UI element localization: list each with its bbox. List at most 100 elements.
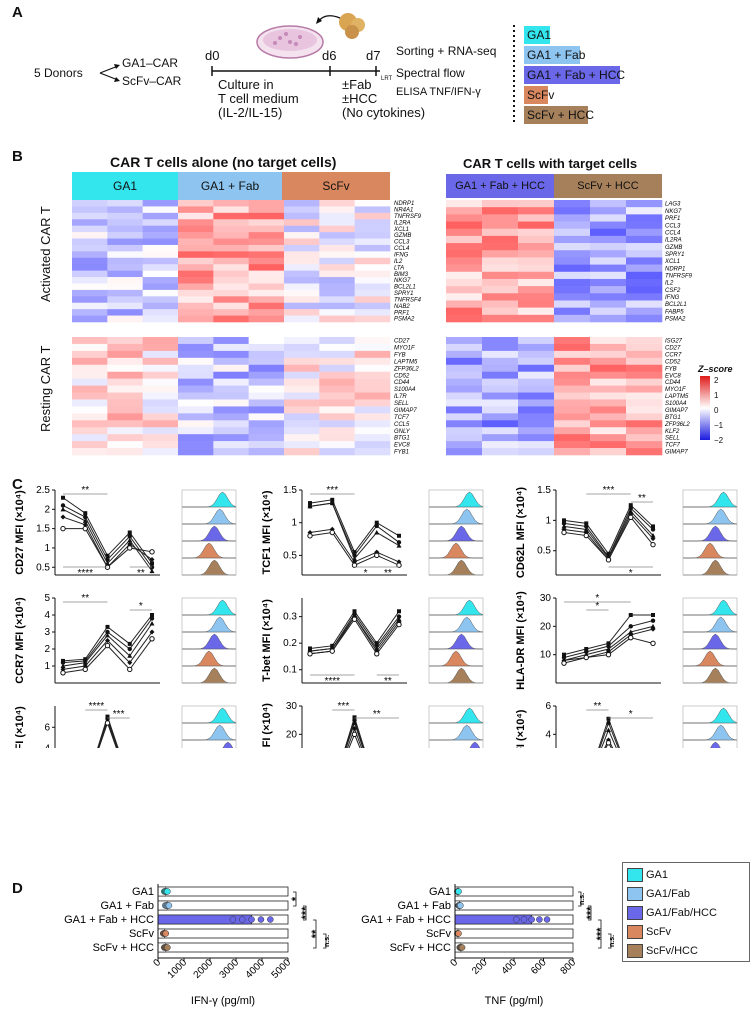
- heatmap-cell: [319, 277, 355, 284]
- heatmap-cell: [107, 357, 143, 366]
- heatmap-cell: [107, 264, 143, 271]
- heatmap-cell: [554, 314, 591, 323]
- data-point: [397, 609, 401, 614]
- x-tick-label: 3000: [218, 957, 242, 981]
- data-point: [374, 520, 379, 525]
- heatmap-cell: [213, 232, 249, 239]
- data-point: [164, 888, 171, 895]
- heatmap-cell: [178, 343, 214, 352]
- data-point: [650, 623, 656, 629]
- heatmap-cell: [554, 250, 591, 258]
- bar-outline: [454, 928, 574, 939]
- data-point: [127, 534, 132, 539]
- heatmap-cell: [590, 420, 627, 428]
- data-point: [83, 514, 88, 520]
- data-point: [561, 526, 567, 532]
- heatmap-cell: [590, 264, 627, 273]
- gene-label: EVC8: [394, 443, 410, 449]
- y-tick-label: 10: [540, 650, 552, 661]
- heatmap-cell: [284, 302, 320, 310]
- heatmap-cell: [284, 238, 320, 246]
- heatmap-cell: [626, 364, 663, 373]
- heatmap-cell: [554, 214, 591, 222]
- heatmap-cell: [626, 243, 663, 251]
- gene-label: IL2: [394, 259, 403, 265]
- zscore-ticks: 2 1 0 −1 −2: [714, 376, 724, 445]
- heatmap-cell: [354, 302, 391, 310]
- y-axis-title: T-bet MFI (×10⁴): [261, 599, 273, 682]
- data-point: [561, 521, 567, 526]
- histogram: [182, 616, 237, 633]
- heatmap-cell: [178, 350, 214, 359]
- heatmap-cell: [590, 286, 627, 294]
- data-point: [605, 557, 612, 563]
- heatmap-cell: [482, 399, 519, 407]
- heatmap-cell: [446, 207, 483, 215]
- heatmap-cell: [107, 441, 143, 449]
- gene-label: NDRP1: [394, 201, 414, 207]
- heatmap-cell: [72, 289, 108, 297]
- series-line: [309, 502, 400, 557]
- data-point: [396, 559, 402, 565]
- histogram: [429, 508, 484, 525]
- gene-label: CD52: [394, 373, 410, 379]
- row-label: GA1 + Fab + HCC: [361, 914, 451, 926]
- heatmap-cell: [72, 427, 108, 435]
- car1-label: GA1–CAR: [122, 56, 179, 70]
- heatmap-cell: [554, 264, 591, 273]
- histogram: [683, 616, 738, 633]
- heatmap-cell: [142, 399, 179, 407]
- gene-label: PRF1: [665, 216, 680, 222]
- heatmap-cell: [518, 235, 555, 244]
- heatmap-cell: [248, 371, 285, 379]
- bar: [454, 914, 532, 925]
- sig-bracket: [608, 933, 612, 949]
- heatmap-cell: [107, 448, 143, 456]
- y-tick-label: 20: [286, 729, 298, 740]
- heatmap-cell: [107, 289, 143, 297]
- data-point: [396, 616, 402, 622]
- car2-label: ScFv–CAR: [122, 74, 182, 88]
- heatmap-cell: [446, 337, 483, 345]
- gene-label: ZFP36L2: [393, 366, 419, 372]
- data-point: [605, 740, 612, 746]
- sig-bracket: [303, 905, 307, 921]
- heatmap-cell: [72, 225, 108, 233]
- heatmap-cell: [518, 307, 555, 316]
- heatmap-cell: [518, 200, 555, 208]
- heatmap-cell: [518, 278, 555, 287]
- histogram: [222, 741, 234, 748]
- group-bar-scfv: [524, 86, 548, 104]
- histogram-frame: [181, 489, 237, 576]
- heatmap-cell: [213, 420, 249, 428]
- data-point: [351, 731, 358, 738]
- data-point: [329, 648, 335, 654]
- heatmap-cell: [213, 289, 249, 297]
- heatmap-cell: [72, 371, 108, 379]
- data-point: [396, 614, 402, 619]
- heatmap-cell: [554, 350, 591, 359]
- heatmap-cell: [446, 357, 483, 366]
- heatmap-cell: [590, 235, 627, 244]
- series-line: [98, 721, 117, 748]
- y-tick-label: 0.1: [283, 665, 297, 676]
- heatmap-cell: [482, 406, 519, 414]
- data-point: [650, 527, 656, 532]
- heatmap-cell: [482, 343, 519, 352]
- panel-c-letter: C: [12, 476, 23, 493]
- data-point: [351, 562, 358, 568]
- heatmap-group-ga1: GA1: [72, 172, 178, 200]
- heatmap-cell: [354, 289, 391, 297]
- data-point: [82, 522, 88, 528]
- heatmap-cell: [213, 427, 249, 435]
- heatmap-cell: [554, 207, 591, 215]
- heatmap-cell: [213, 283, 249, 291]
- data-point: [562, 518, 566, 523]
- data-point: [374, 641, 379, 646]
- histogram: [683, 633, 738, 650]
- data-point: [650, 541, 656, 548]
- heatmap-cell: [554, 307, 591, 316]
- histogram: [181, 542, 237, 559]
- heatmap-cell: [319, 232, 355, 239]
